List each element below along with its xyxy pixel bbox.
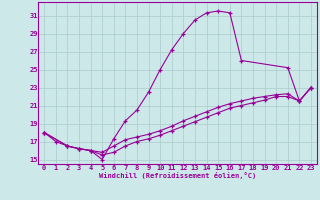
X-axis label: Windchill (Refroidissement éolien,°C): Windchill (Refroidissement éolien,°C) [99, 172, 256, 179]
